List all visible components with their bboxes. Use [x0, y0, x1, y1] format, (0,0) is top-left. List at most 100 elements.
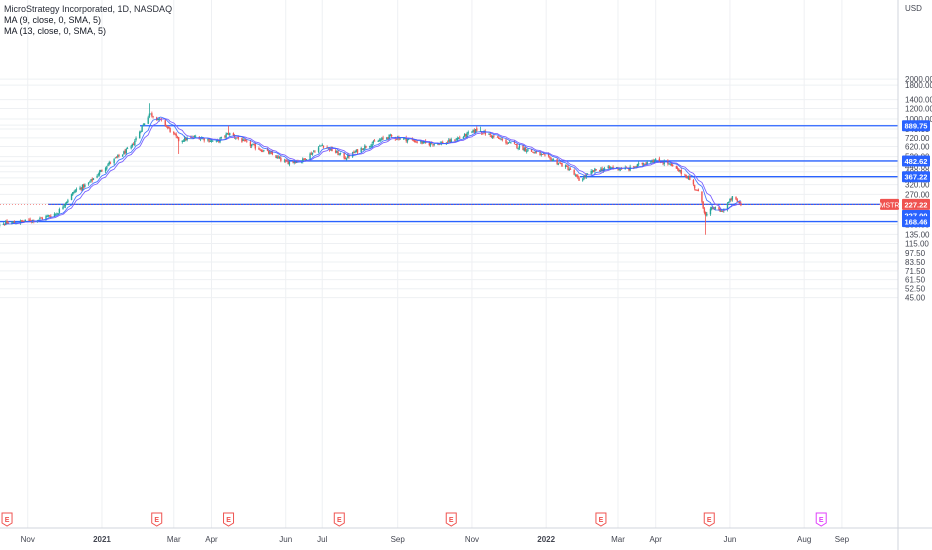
y-tick-label: 83.50	[905, 258, 926, 267]
candle-body	[143, 123, 146, 125]
candle-body	[22, 221, 24, 222]
earnings-marker[interactable]: E	[333, 512, 345, 527]
candle-body	[592, 170, 595, 172]
candle-body	[326, 146, 328, 148]
candle-body	[446, 142, 449, 144]
candle-body	[232, 133, 235, 136]
candle-body	[23, 220, 25, 222]
candle-body	[736, 199, 738, 202]
candle-body	[132, 144, 135, 145]
candle-body	[703, 208, 706, 213]
candle-body	[414, 140, 416, 143]
y-tick-label: 61.50	[905, 276, 926, 285]
chart-legend: MicroStrategy Incorporated, 1D, NASDAQ M…	[4, 4, 172, 37]
candle-body	[302, 158, 304, 162]
candle-body	[373, 140, 376, 142]
candle-body	[433, 143, 435, 145]
earnings-marker-shape	[333, 512, 345, 527]
candle-body	[740, 203, 742, 206]
candle-body	[530, 149, 533, 152]
candle-body	[406, 139, 409, 142]
earnings-marker-label: E	[819, 517, 824, 524]
candle-body	[561, 163, 563, 167]
y-tick-label: 2000.00	[905, 75, 932, 84]
candle-body	[412, 140, 415, 142]
x-tick-label: Nov	[21, 535, 35, 544]
candle-body	[399, 138, 401, 140]
candle-body	[354, 151, 356, 153]
earnings-marker[interactable]: E	[595, 512, 607, 527]
candle-body	[455, 139, 457, 141]
candle-body	[701, 191, 703, 202]
candle-body	[244, 139, 247, 141]
candle-body	[467, 132, 469, 134]
candle-body	[533, 151, 535, 153]
candle-body	[287, 161, 289, 165]
candle-body	[64, 203, 67, 207]
candle-body	[457, 137, 460, 139]
candle-body	[428, 142, 431, 146]
candle-body	[67, 200, 69, 202]
symbol-tag-box	[880, 198, 899, 210]
candle-body	[50, 216, 52, 217]
y-tick-label: 115.00	[905, 240, 929, 249]
candle-body	[246, 140, 248, 142]
currency-label: USD	[905, 4, 922, 13]
earnings-marker[interactable]: E	[1, 512, 13, 527]
level-price-label: 168.46	[905, 218, 928, 227]
candle-body	[292, 161, 294, 163]
candle-body	[108, 161, 110, 165]
candle-body	[603, 168, 606, 170]
candle-body	[575, 175, 578, 177]
candle-body	[544, 154, 546, 156]
candle-body	[339, 153, 342, 154]
candle-body	[58, 209, 61, 213]
candles-and-ma	[0, 103, 742, 235]
candle-body	[386, 137, 388, 139]
candle-body	[516, 143, 518, 148]
earnings-marker[interactable]: E	[151, 512, 163, 527]
candle-body	[645, 163, 647, 165]
candle-body	[557, 163, 560, 165]
candle-body	[635, 166, 637, 167]
candle-body	[182, 140, 185, 142]
candle-body	[556, 159, 558, 164]
last-price-label-box	[902, 198, 930, 210]
earnings-marker[interactable]: E	[445, 512, 457, 527]
candle-body	[595, 168, 597, 171]
candle-body	[55, 213, 57, 215]
candle-body	[501, 139, 504, 140]
candle-body	[564, 165, 567, 168]
candle-body	[720, 210, 723, 212]
candle-body	[210, 140, 213, 142]
x-axis: Nov 2021 Mar Apr Jun Jul Sep Nov 2022 Mar Apr Jun Au…	[0, 527, 932, 544]
candle-body	[53, 213, 56, 217]
candle-body	[142, 124, 145, 127]
earnings-marker[interactable]: E	[223, 512, 235, 527]
candle-body	[259, 149, 261, 151]
y-tick-label: 135.00	[905, 230, 930, 239]
candle-body	[79, 187, 81, 190]
candle-body	[379, 139, 382, 141]
earnings-marker-shape	[223, 512, 235, 527]
candle-body	[650, 161, 652, 163]
candle-body	[488, 133, 490, 135]
earnings-marker[interactable]: E	[815, 512, 827, 527]
candle-body	[560, 163, 562, 164]
candle-body	[550, 157, 552, 161]
candle-body	[235, 137, 237, 139]
candle-body	[270, 151, 272, 153]
candle-body	[474, 129, 477, 133]
candle-body	[429, 142, 432, 146]
x-tick-label: Sep	[391, 535, 406, 544]
x-tick-label: Sep	[835, 535, 850, 544]
candle-body	[149, 113, 152, 115]
candle-body	[506, 142, 508, 144]
earnings-marker[interactable]: E	[703, 512, 715, 527]
candle-body	[450, 139, 452, 143]
grid-lines	[0, 0, 898, 528]
candle-body	[692, 179, 695, 185]
candle-body	[169, 127, 171, 132]
ma-9-line	[4, 116, 741, 225]
